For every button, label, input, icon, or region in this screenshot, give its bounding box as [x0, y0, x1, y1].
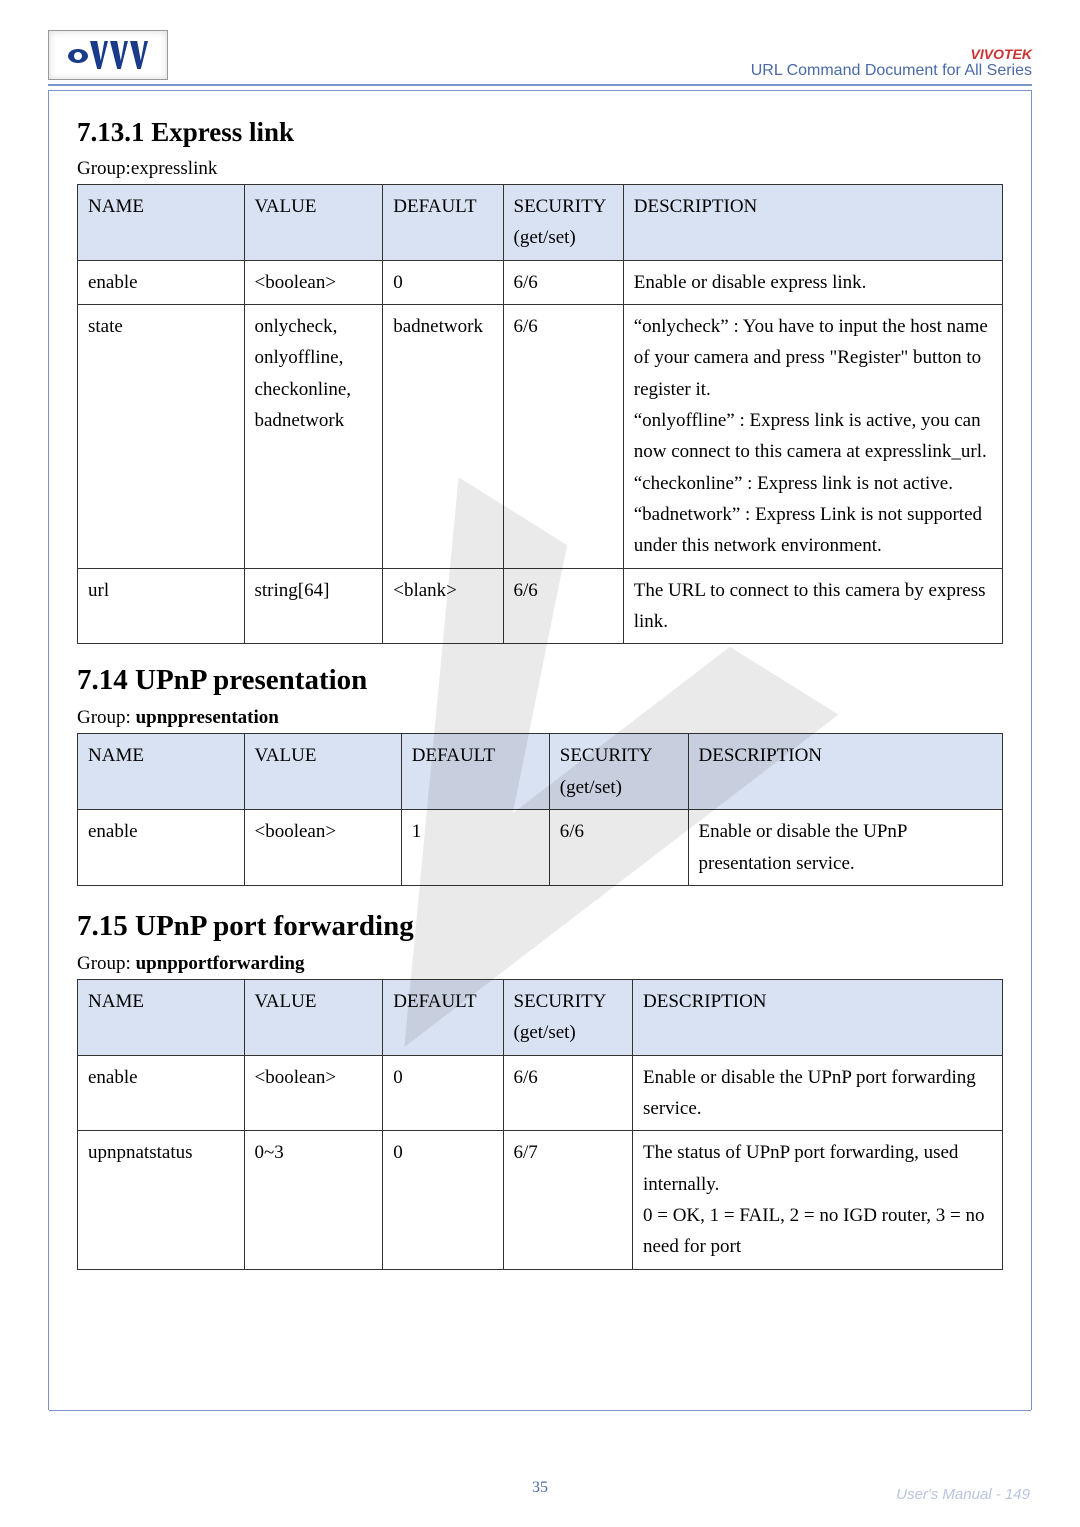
- col-default: DEFAULT: [383, 185, 503, 261]
- col-value: VALUE: [244, 185, 383, 261]
- brand-name: VIVOTEK: [751, 46, 1032, 62]
- col-security: SECURITY(get/set): [503, 979, 633, 1055]
- table-row: url string[64] <blank> 6/6 The URL to co…: [78, 568, 1003, 644]
- table-row: enable <boolean> 0 6/6 Enable or disable…: [78, 1055, 1003, 1131]
- page-header: VIVOTEK URL Command Document for All Ser…: [48, 30, 1032, 80]
- group-label-expresslink: Group:expresslink: [77, 158, 1003, 180]
- manual-footer: User's Manual - 149: [896, 1486, 1030, 1503]
- col-value: VALUE: [244, 979, 383, 1055]
- col-value: VALUE: [244, 734, 401, 810]
- table-header-row: NAME VALUE DEFAULT SECURITY(get/set) DES…: [78, 185, 1003, 261]
- table-row: upnpnatstatus 0~3 0 6/7 The status of UP…: [78, 1131, 1003, 1269]
- table-upnppresentation: NAME VALUE DEFAULT SECURITY(get/set) DES…: [77, 733, 1003, 885]
- doc-subtitle: URL Command Document for All Series: [751, 62, 1032, 80]
- content-frame: 7.13.1 Express link Group:expresslink NA…: [48, 90, 1032, 1410]
- table-row: state onlycheck,onlyoffline,checkonline,…: [78, 305, 1003, 569]
- table-header-row: NAME VALUE DEFAULT SECURITY(get/set) DES…: [78, 734, 1003, 810]
- brand-logo: [48, 30, 168, 80]
- table-upnpportforwarding: NAME VALUE DEFAULT SECURITY(get/set) DES…: [77, 979, 1003, 1270]
- col-security: SECURITY(get/set): [503, 185, 623, 261]
- table-header-row: NAME VALUE DEFAULT SECURITY(get/set) DES…: [78, 979, 1003, 1055]
- col-name: NAME: [78, 185, 245, 261]
- section-heading-upnppresentation: 7.14 UPnP presentation: [77, 664, 1003, 697]
- col-name: NAME: [78, 979, 245, 1055]
- table-expresslink: NAME VALUE DEFAULT SECURITY(get/set) DES…: [77, 184, 1003, 644]
- col-description: DESCRIPTION: [633, 979, 1003, 1055]
- col-default: DEFAULT: [401, 734, 549, 810]
- col-default: DEFAULT: [383, 979, 503, 1055]
- page-container: VIVOTEK URL Command Document for All Ser…: [0, 0, 1080, 1527]
- col-description: DESCRIPTION: [688, 734, 1003, 810]
- header-divider: [48, 84, 1032, 86]
- group-label-upnpportforwarding: Group: upnpportforwarding: [77, 953, 1003, 975]
- col-name: NAME: [78, 734, 245, 810]
- section-heading-expresslink: 7.13.1 Express link: [77, 117, 1003, 148]
- table-row: enable <boolean> 1 6/6 Enable or disable…: [78, 810, 1003, 886]
- header-text: VIVOTEK URL Command Document for All Ser…: [751, 46, 1032, 80]
- section-heading-upnpportforwarding: 7.15 UPnP port forwarding: [77, 910, 1003, 943]
- col-security: SECURITY(get/set): [549, 734, 688, 810]
- table-row: enable <boolean> 0 6/6 Enable or disable…: [78, 260, 1003, 304]
- col-description: DESCRIPTION: [623, 185, 1002, 261]
- group-label-upnppresentation: Group: upnppresentation: [77, 707, 1003, 729]
